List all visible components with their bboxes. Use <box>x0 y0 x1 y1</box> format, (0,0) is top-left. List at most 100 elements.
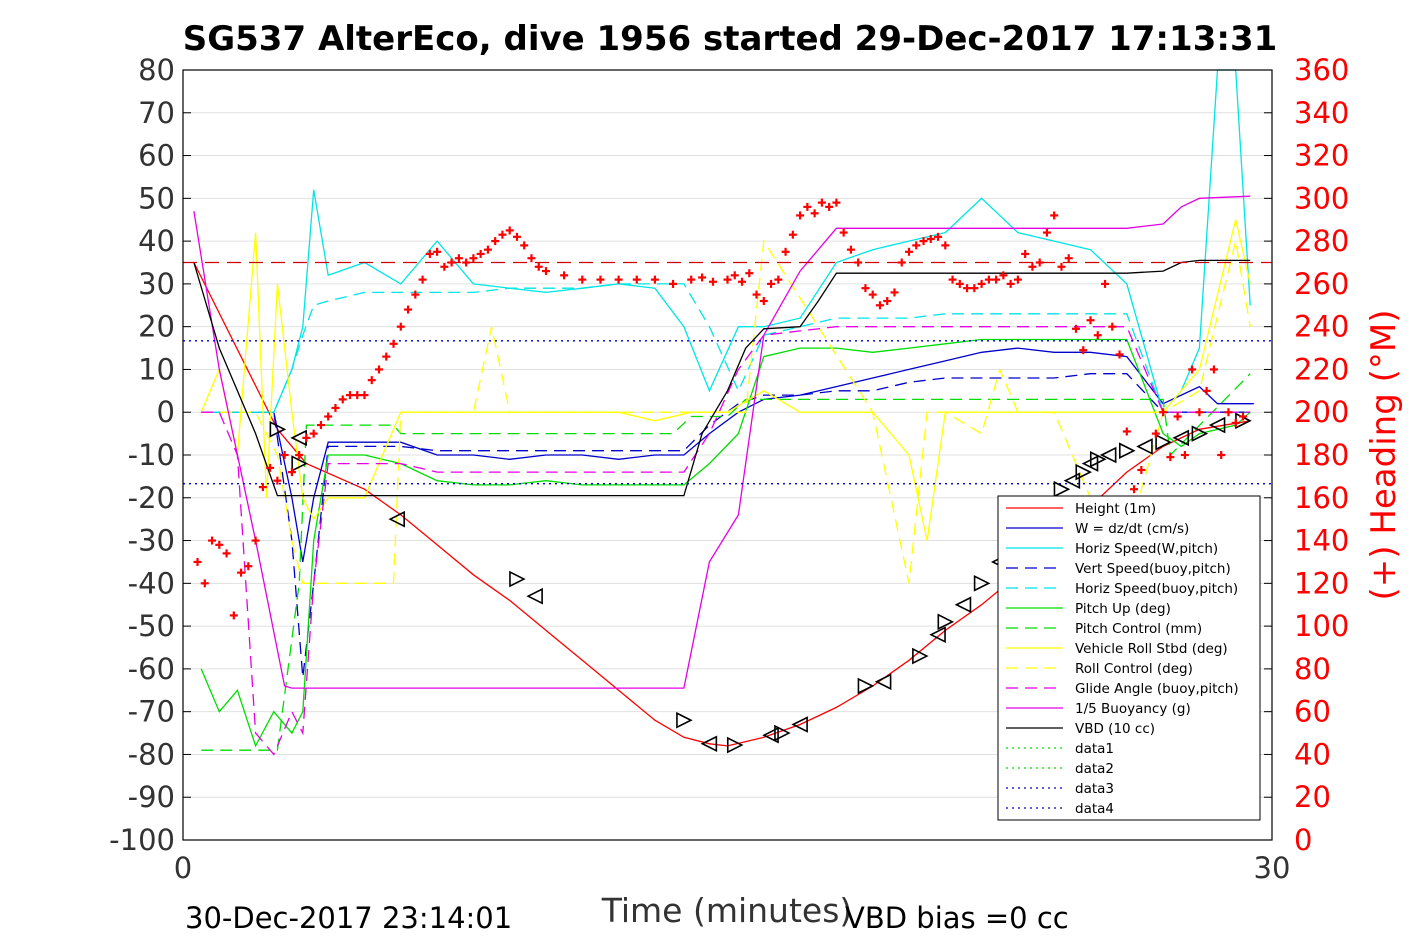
heading-point <box>447 258 456 267</box>
heading-point <box>375 365 384 374</box>
heading-layer <box>183 198 1272 620</box>
heading-point <box>1050 211 1059 220</box>
heading-point <box>970 284 979 293</box>
heading-point <box>491 237 500 246</box>
heading-point <box>208 536 217 545</box>
heading-point <box>650 275 659 284</box>
heading-point <box>440 262 449 271</box>
heading-point <box>803 202 812 211</box>
apogee-marker <box>857 677 875 695</box>
heading-point <box>367 376 376 385</box>
heading-point <box>512 232 521 241</box>
heading-point <box>1086 316 1095 325</box>
heading-point <box>1013 275 1022 284</box>
y-tick-label-right: 300 <box>1294 181 1349 215</box>
heading-point <box>781 247 790 256</box>
heading-point <box>752 290 761 299</box>
y-tick-label-right: 320 <box>1294 139 1349 173</box>
y-tick-label-right: 220 <box>1294 352 1349 386</box>
heading-point <box>1042 228 1051 237</box>
heading-point <box>542 267 550 276</box>
apogee-marker <box>269 421 287 438</box>
heading-point <box>926 234 935 243</box>
apogee-marker <box>1208 416 1226 434</box>
y-tick-label-right: 40 <box>1294 737 1331 771</box>
legend-label-10: 1/5 Buoyancy (g) <box>1075 701 1191 717</box>
apogee-marker <box>1063 472 1081 489</box>
heading-point <box>708 277 717 286</box>
heading-point <box>1217 451 1226 459</box>
legend-label-6: Pitch Control (mm) <box>1075 621 1202 637</box>
heading-point <box>287 468 296 477</box>
y-tick-label-right: 160 <box>1294 481 1349 515</box>
legend-label-14: data3 <box>1075 781 1114 797</box>
heading-point <box>810 209 819 218</box>
heading-point <box>796 211 805 220</box>
apogee-marker <box>912 647 929 665</box>
y-tick-label-left: 80 <box>138 53 175 87</box>
heading-point <box>454 254 463 263</box>
heading-point <box>345 391 354 400</box>
y-tick-label-right: 360 <box>1294 53 1349 87</box>
heading-point <box>411 290 420 299</box>
heading-point <box>1231 418 1240 427</box>
series-line-11 <box>193 259 1251 497</box>
series-line-10 <box>193 195 1251 689</box>
heading-point <box>498 230 507 239</box>
legend-label-12: data1 <box>1075 741 1114 757</box>
heading-point <box>382 352 391 361</box>
heading-point <box>469 254 478 263</box>
heading-point <box>302 433 311 442</box>
y-tick-label-left: -90 <box>128 780 175 814</box>
apogee-marker <box>954 596 972 614</box>
y-tick-label-right: 260 <box>1294 267 1349 301</box>
heading-point <box>912 241 921 250</box>
heading-point <box>832 198 841 207</box>
heading-point <box>698 273 707 282</box>
apogee-marker <box>726 736 744 754</box>
heading-point <box>1064 254 1073 263</box>
heading-point <box>483 245 492 254</box>
heading-point <box>389 339 398 348</box>
heading-point <box>919 237 928 246</box>
heading-point <box>396 322 405 331</box>
heading-point <box>934 232 943 241</box>
series-line-4 <box>201 283 1251 413</box>
heading-point <box>1122 427 1131 436</box>
y-tick-label-left: 10 <box>138 352 175 386</box>
heading-point <box>825 202 834 211</box>
heading-point <box>941 241 950 250</box>
heading-point <box>1180 451 1189 459</box>
apogee-marker <box>1119 442 1136 460</box>
legend-label-13: data2 <box>1075 761 1114 777</box>
heading-point <box>1137 465 1146 474</box>
heading-point <box>193 557 202 566</box>
heading-point <box>883 297 892 305</box>
heading-point <box>418 275 427 284</box>
heading-point <box>200 579 209 588</box>
y-tick-label-left: -50 <box>128 609 175 643</box>
heading-point <box>1209 365 1218 374</box>
apogee-marker <box>509 570 526 588</box>
series-line-3 <box>201 373 1251 678</box>
apogee-marker <box>1075 463 1093 481</box>
heading-point <box>476 249 485 258</box>
y-tick-label-left: 40 <box>138 224 175 258</box>
x-tick-label: 30 <box>1254 851 1291 885</box>
marker-layer <box>269 412 1252 754</box>
heading-point <box>266 463 275 472</box>
heading-point <box>505 226 514 235</box>
heading-point <box>963 284 972 293</box>
heading-point <box>1057 262 1066 271</box>
heading-point <box>1093 331 1102 340</box>
y-tick-label-right: 120 <box>1294 566 1349 600</box>
y-tick-label-right: 140 <box>1294 524 1349 558</box>
heading-point <box>1028 262 1037 271</box>
y-tick-label-left: -70 <box>128 695 175 729</box>
legend-label-9: Glide Angle (buoy,pitch) <box>1075 681 1239 697</box>
legend-label-7: Vehicle Roll Stbd (deg) <box>1075 641 1228 657</box>
heading-point <box>669 279 678 288</box>
heading-point <box>1224 408 1233 417</box>
legend-label-15: data4 <box>1075 801 1114 817</box>
